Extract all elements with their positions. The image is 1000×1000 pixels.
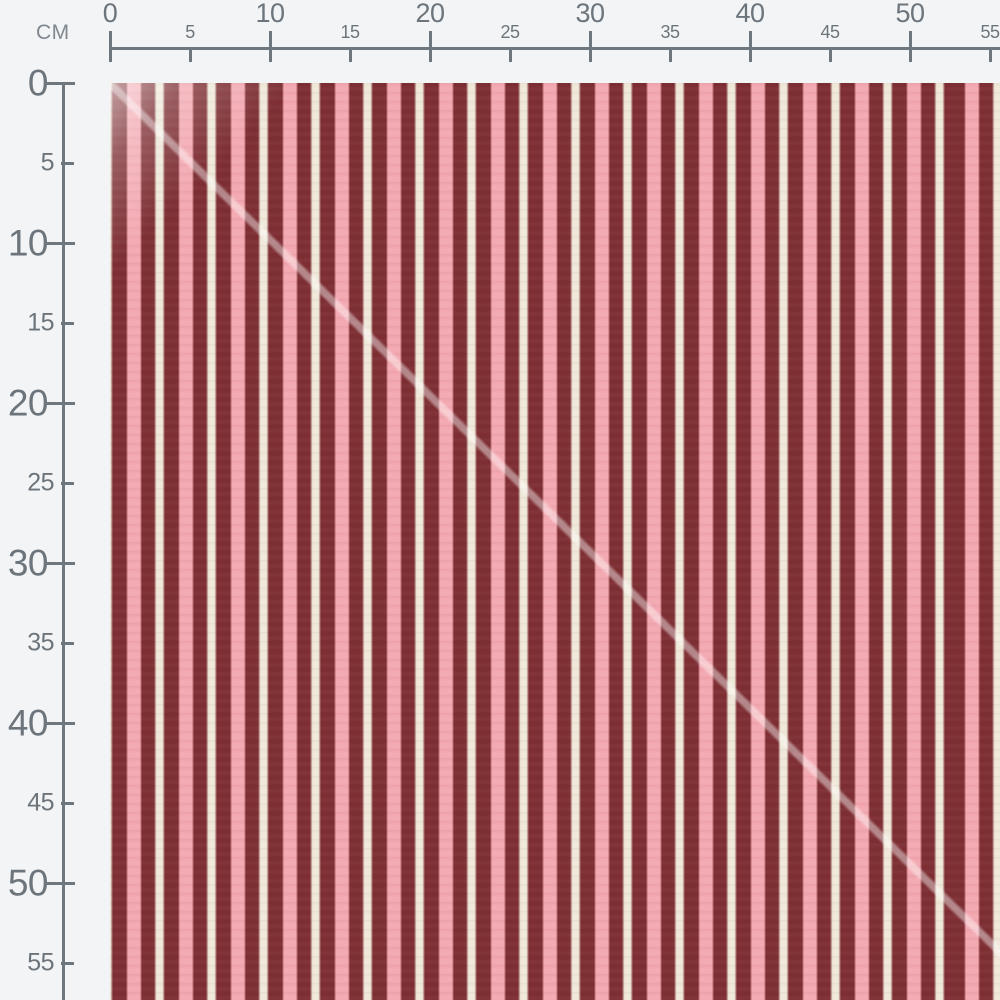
h-ruler-tick-25 bbox=[508, 48, 512, 62]
vertical-ruler-line bbox=[62, 83, 65, 1000]
v-ruler-label-20: 20 bbox=[7, 382, 49, 424]
v-ruler-tick-25 bbox=[61, 481, 74, 485]
h-ruler-tick-30 bbox=[588, 31, 592, 62]
v-ruler-label-25: 25 bbox=[27, 468, 54, 497]
v-ruler-label-55: 55 bbox=[27, 948, 54, 977]
v-ruler-label-45: 45 bbox=[27, 788, 54, 817]
h-ruler-label-5: 5 bbox=[185, 22, 195, 42]
v-ruler-tick-20 bbox=[47, 401, 75, 405]
h-ruler-tick-45 bbox=[828, 48, 832, 62]
horizontal-ruler-line bbox=[110, 47, 1000, 50]
h-ruler-label-50: 50 bbox=[895, 0, 925, 28]
v-ruler-tick-40 bbox=[47, 721, 75, 725]
h-ruler-tick-35 bbox=[668, 48, 672, 62]
v-ruler-tick-45 bbox=[61, 801, 74, 805]
h-ruler-tick-50 bbox=[908, 31, 912, 62]
h-ruler-label-40: 40 bbox=[735, 0, 765, 28]
h-ruler-label-35: 35 bbox=[660, 22, 680, 42]
h-ruler-label-20: 20 bbox=[415, 0, 445, 28]
h-ruler-tick-55 bbox=[988, 48, 992, 62]
v-ruler-tick-15 bbox=[61, 321, 74, 325]
h-ruler-label-45: 45 bbox=[820, 22, 840, 42]
v-ruler-label-40: 40 bbox=[7, 702, 49, 744]
v-ruler-label-50: 50 bbox=[7, 862, 49, 904]
v-ruler-label-30: 30 bbox=[7, 542, 49, 584]
h-ruler-tick-5 bbox=[188, 48, 192, 62]
v-ruler-tick-55 bbox=[61, 961, 74, 965]
h-ruler-label-15: 15 bbox=[340, 22, 360, 42]
v-ruler-tick-5 bbox=[61, 161, 74, 165]
v-ruler-tick-30 bbox=[47, 561, 75, 565]
h-ruler-tick-15 bbox=[348, 48, 352, 62]
h-ruler-tick-0 bbox=[108, 31, 112, 62]
v-ruler-tick-35 bbox=[61, 641, 74, 645]
h-ruler-tick-10 bbox=[268, 31, 272, 62]
v-ruler-tick-0 bbox=[47, 81, 75, 85]
h-ruler-label-0: 0 bbox=[102, 0, 118, 28]
fabric-swatch[interactable] bbox=[110, 83, 1000, 1000]
v-ruler-tick-10 bbox=[47, 241, 75, 245]
h-ruler-label-25: 25 bbox=[500, 22, 520, 42]
h-ruler-label-30: 30 bbox=[575, 0, 605, 28]
unit-label: CM bbox=[36, 21, 70, 44]
v-ruler-label-15: 15 bbox=[27, 308, 54, 337]
v-ruler-label-10: 10 bbox=[7, 222, 49, 264]
v-ruler-label-0: 0 bbox=[27, 62, 49, 104]
v-ruler-tick-50 bbox=[47, 881, 75, 885]
h-ruler-tick-40 bbox=[748, 31, 752, 62]
h-ruler-tick-20 bbox=[428, 31, 432, 62]
stripe-pattern bbox=[110, 83, 1000, 1000]
h-ruler-label-55: 55 bbox=[980, 22, 1000, 42]
h-ruler-label-10: 10 bbox=[255, 0, 285, 28]
v-ruler-label-5: 5 bbox=[40, 148, 55, 177]
v-ruler-label-35: 35 bbox=[27, 628, 54, 657]
